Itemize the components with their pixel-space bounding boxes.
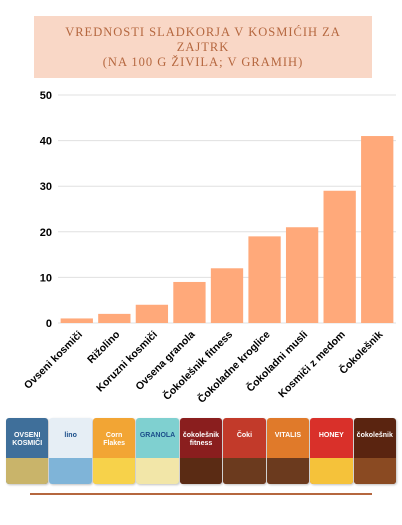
bar-0 [60,318,93,323]
product-images-row: OVSENI KOSMIČI lino Corn Flakes GRANOLA čoko… [0,418,402,488]
bar-6 [285,227,319,323]
y-tick-label: 0 [46,318,52,330]
ovsena-granola-package: GRANOLA [136,418,179,484]
chart-subtitle: (NA 100 G ŽIVILA; V GRAMIH) [102,54,304,69]
bar-7 [323,190,356,323]
bar-1 [98,313,131,323]
package-label: OVSENI KOSMIČI [12,432,43,447]
chart-title-line-2: ZAJTRK [176,39,230,54]
chart-title-box: VREDNOSTI SLADKORJA V KOSMIĆIH ZA ZAJTRK… [34,16,372,78]
package-label: HONEY [318,432,344,439]
bar-5 [248,236,281,323]
y-tick-label: 20 [40,227,52,239]
package-band [179,458,223,484]
y-tick-label: 40 [40,136,52,148]
y-tick-label: 10 [40,272,52,284]
package-label: čokolešnik [356,432,393,439]
package-label: GRANOLA [139,432,176,439]
package-label: VITALIS [274,432,302,439]
rizolino-package: lino [49,418,92,484]
package-label: čokolešnik fitness [182,432,220,447]
bar-3 [173,281,206,323]
package-label: Čoki [236,432,253,439]
package-band [136,458,179,484]
package-band [49,458,92,484]
package-band [266,458,310,484]
cokoladni-musli-package: VITALIS [266,418,310,484]
package-label: lino [64,432,77,439]
y-tick-label: 50 [40,90,52,102]
package-band [310,458,353,484]
x-tick-label: Čokoladne kroglice [195,328,273,406]
x-tick-label: Čokolešnik fitness [160,328,235,403]
package-band [92,458,136,484]
cokolesnik-package: čokolešnik [353,418,396,484]
bottom-divider [30,493,372,495]
x-tick-label: Kosmiči z medom [276,329,348,401]
package-band [353,458,396,484]
x-tick-label: Ovseni kosmiči [22,329,85,392]
chart-title-line-1: VREDNOSTI SLADKORJA V KOSMIĆIH ZA [65,24,341,39]
cokolesnik-fitness-package: čokolešnik fitness [179,418,223,484]
package-band [6,458,49,484]
package-label: Corn Flakes [103,432,125,447]
koruzni-kosmici-package: Corn Flakes [92,418,136,484]
bar-2 [135,304,169,323]
x-tick-label: Rižolino [85,329,122,366]
cokoladne-kroglice-package: Čoki [223,418,266,484]
y-tick-label: 30 [40,181,52,193]
package-band [223,458,266,484]
bar-4 [210,268,244,323]
bar-8 [361,136,394,323]
kosmici-z-medom-package: HONEY [310,418,353,484]
ovseni-kosmici-package: OVSENI KOSMIČI [6,418,49,484]
